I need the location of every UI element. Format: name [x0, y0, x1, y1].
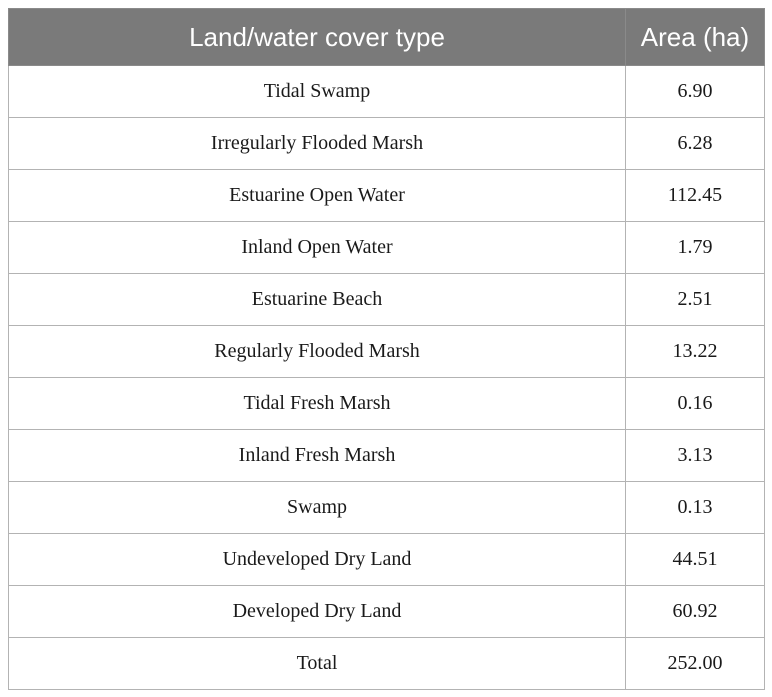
area-cell: 13.22: [625, 325, 765, 378]
cover-type-cell: Swamp: [8, 481, 626, 534]
area-cell: 3.13: [625, 429, 765, 482]
table-header: Land/water cover type Area (ha): [8, 8, 765, 66]
table-row: Tidal Fresh Marsh 0.16: [8, 377, 765, 430]
table-row: Regularly Flooded Marsh 13.22: [8, 325, 765, 378]
header-area: Area (ha): [625, 8, 765, 66]
table-row: Inland Open Water 1.79: [8, 221, 765, 274]
cover-type-cell: Inland Fresh Marsh: [8, 429, 626, 482]
table-body: Tidal Swamp 6.90 Irregularly Flooded Mar…: [8, 65, 765, 690]
cover-type-cell: Regularly Flooded Marsh: [8, 325, 626, 378]
area-cell: 44.51: [625, 533, 765, 586]
area-cell: 0.13: [625, 481, 765, 534]
cover-type-cell: Inland Open Water: [8, 221, 626, 274]
cover-type-cell: Undeveloped Dry Land: [8, 533, 626, 586]
table-row: Irregularly Flooded Marsh 6.28: [8, 117, 765, 170]
area-cell: 2.51: [625, 273, 765, 326]
cover-type-cell: Developed Dry Land: [8, 585, 626, 638]
header-cover-type: Land/water cover type: [8, 8, 626, 66]
table-row: Developed Dry Land 60.92: [8, 585, 765, 638]
total-label-cell: Total: [8, 637, 626, 690]
cover-type-cell: Estuarine Beach: [8, 273, 626, 326]
area-cell: 6.28: [625, 117, 765, 170]
header-row: Land/water cover type Area (ha): [8, 8, 765, 66]
area-cell: 6.90: [625, 65, 765, 118]
area-cell: 0.16: [625, 377, 765, 430]
area-cell: 60.92: [625, 585, 765, 638]
table-row: Swamp 0.13: [8, 481, 765, 534]
cover-type-cell: Tidal Swamp: [8, 65, 626, 118]
total-row: Total 252.00: [8, 637, 765, 690]
area-cell: 1.79: [625, 221, 765, 274]
table-row: Estuarine Open Water 112.45: [8, 169, 765, 222]
table-row: Tidal Swamp 6.90: [8, 65, 765, 118]
cover-type-cell: Tidal Fresh Marsh: [8, 377, 626, 430]
total-area-cell: 252.00: [625, 637, 765, 690]
table-row: Inland Fresh Marsh 3.13: [8, 429, 765, 482]
land-cover-table-container: Land/water cover type Area (ha) Tidal Sw…: [8, 8, 765, 690]
table-row: Undeveloped Dry Land 44.51: [8, 533, 765, 586]
land-cover-table: Land/water cover type Area (ha) Tidal Sw…: [8, 8, 765, 690]
cover-type-cell: Estuarine Open Water: [8, 169, 626, 222]
cover-type-cell: Irregularly Flooded Marsh: [8, 117, 626, 170]
table-row: Estuarine Beach 2.51: [8, 273, 765, 326]
area-cell: 112.45: [625, 169, 765, 222]
